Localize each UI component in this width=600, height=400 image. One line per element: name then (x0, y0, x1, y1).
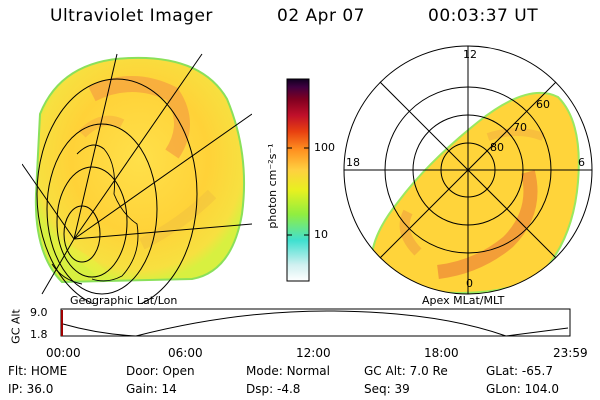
status-gcalt: GC Alt: 7.0 Re (364, 364, 448, 378)
status-dsp-value: -4.8 (276, 382, 301, 396)
mlat-label-70: 70 (513, 121, 527, 134)
status-gain: Gain: 14 (126, 382, 177, 396)
mlt-label-12: 12 (463, 48, 477, 61)
status-glon: GLon: 104.0 (486, 382, 559, 396)
colorbar (286, 78, 310, 282)
timeline-xtick-1200: 12:00 (296, 346, 331, 360)
status-gcalt-key: GC Alt: (364, 364, 406, 378)
status-ip-key: IP: (8, 382, 23, 396)
status-door-key: Door: (126, 364, 159, 378)
status-gain-key: Gain: (126, 382, 158, 396)
geo-disk (34, 56, 246, 284)
colorbar-tick-10: 10 (314, 228, 328, 241)
status-dsp: Dsp: -4.8 (246, 382, 300, 396)
mlat-label-80: 80 (490, 141, 504, 154)
timeline-ytick-1.8: 1.8 (30, 328, 48, 341)
geographic-image (22, 53, 252, 304)
geo-caption: Geographic Lat/Lon (70, 294, 178, 307)
status-glat: GLat: -65.7 (486, 364, 553, 378)
timeline-xtick-0000: 00:00 (46, 346, 81, 360)
mlt-label-18: 18 (346, 156, 360, 169)
image-date: 02 Apr 07 (277, 6, 365, 26)
status-door-value: Open (162, 364, 195, 378)
status-gain-value: 14 (161, 382, 177, 396)
status-flt-key: Flt: (8, 364, 27, 378)
colorbar-tick-100: 100 (314, 141, 335, 154)
status-flt-value: HOME (30, 364, 68, 378)
mlt-label-6: 6 (578, 156, 585, 169)
status-mode: Mode: Normal (246, 364, 330, 378)
status-flt: Flt: HOME (8, 364, 67, 378)
altitude-timeline (60, 308, 571, 337)
status-ip: IP: 36.0 (8, 382, 53, 396)
status-mode-value: Normal (286, 364, 330, 378)
polar-caption: Apex MLat/MLT (422, 294, 505, 307)
timeline-ytick-9: 9.0 (30, 306, 48, 319)
timeline-ylabel: GC Alt (9, 309, 23, 344)
mlat-label-60: 60 (536, 98, 550, 111)
instrument-title: Ultraviolet Imager (50, 6, 213, 26)
status-seq-value: 39 (394, 382, 410, 396)
status-seq-key: Seq: (364, 382, 391, 396)
timeline-xtick-0600: 06:00 (168, 346, 203, 360)
timeline-xtick-1800: 18:00 (424, 346, 459, 360)
status-glon-value: 104.0 (524, 382, 559, 396)
status-glat-key: GLat: (486, 364, 519, 378)
status-seq: Seq: 39 (364, 382, 410, 396)
status-mode-key: Mode: (246, 364, 283, 378)
image-time: 00:03:37 UT (428, 6, 539, 26)
status-glon-key: GLon: (486, 382, 521, 396)
status-ip-value: 36.0 (26, 382, 54, 396)
polar-image (343, 45, 593, 295)
timeline-xtick-2359: 23:59 (553, 346, 588, 360)
status-glat-value: -65.7 (521, 364, 553, 378)
status-gcalt-value: 7.0 Re (409, 364, 448, 378)
colorbar-label: photon cm⁻²s⁻¹ (266, 143, 279, 229)
status-dsp-key: Dsp: (246, 382, 274, 396)
mlt-label-0: 0 (466, 277, 473, 290)
status-door: Door: Open (126, 364, 195, 378)
